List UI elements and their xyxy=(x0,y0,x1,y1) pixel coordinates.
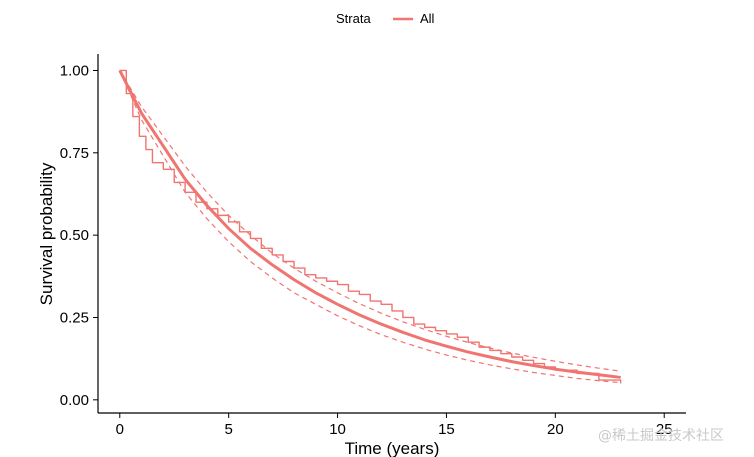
legend-label-all: All xyxy=(420,11,435,26)
y-tick-label: 0.50 xyxy=(60,227,89,244)
series-kaplan-meier-estimate xyxy=(119,69,622,384)
series-layer xyxy=(118,69,622,384)
x-tick-label: 10 xyxy=(329,421,346,438)
series-parametric-fit xyxy=(118,69,621,379)
x-tick-label: 15 xyxy=(438,421,455,438)
y-ticks: 0.00 0.25 0.50 0.75 1.00 xyxy=(60,62,98,409)
legend-title: Strata xyxy=(336,11,371,26)
x-tick-label: 5 xyxy=(224,421,232,438)
y-tick-label: 0.00 xyxy=(60,392,89,409)
y-tick-label: 0.75 xyxy=(60,145,89,162)
legend: Strata All xyxy=(336,11,435,26)
y-axis-title: Survival probability xyxy=(37,162,56,305)
x-tick-label: 0 xyxy=(116,421,124,438)
y-tick-label: 0.25 xyxy=(60,309,89,326)
x-axis-title: Time (years) xyxy=(345,439,440,457)
x-tick-label: 20 xyxy=(547,421,564,438)
x-tick-label: 25 xyxy=(656,421,673,438)
x-ticks: 0 5 10 15 20 25 xyxy=(116,413,673,438)
series-upper-confidence-bound xyxy=(119,70,621,372)
series-lower-confidence-bound xyxy=(119,70,621,384)
watermark-text: @稀土掘金技术社区 xyxy=(598,428,724,444)
y-tick-label: 1.00 xyxy=(60,62,89,79)
